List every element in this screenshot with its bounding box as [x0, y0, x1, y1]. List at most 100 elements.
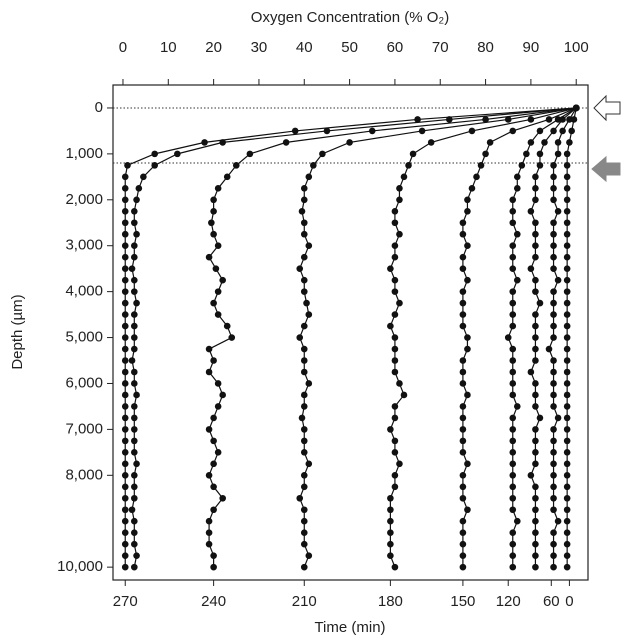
- x2-tick-label: 210: [292, 593, 317, 610]
- x-tick-label: 70: [432, 39, 449, 56]
- profile-point: [459, 380, 467, 387]
- profile-point: [121, 437, 129, 445]
- profile-point: [509, 127, 517, 135]
- profile-point: [121, 460, 129, 468]
- profile-point: [391, 242, 399, 250]
- profile-point: [414, 116, 421, 123]
- profile-point: [532, 460, 539, 468]
- profile-point: [131, 207, 138, 215]
- profile-point: [459, 357, 467, 364]
- profile-point: [459, 517, 467, 525]
- profile-point: [121, 449, 129, 456]
- profile-point: [563, 460, 571, 468]
- profile-point: [387, 540, 394, 548]
- profile-point: [563, 230, 571, 238]
- profile-point: [300, 403, 308, 410]
- profile-point: [210, 230, 217, 238]
- profile-point: [473, 173, 480, 181]
- profile-point: [459, 483, 467, 491]
- profile-point: [532, 552, 539, 559]
- profile-point: [459, 426, 467, 433]
- profile-point: [554, 139, 562, 146]
- profile-point: [400, 391, 408, 399]
- profile-point: [563, 219, 571, 227]
- profile-point: [459, 449, 467, 456]
- profile-point: [532, 563, 539, 571]
- profile-point: [504, 116, 512, 123]
- profile-point: [391, 563, 399, 571]
- profile-point: [319, 150, 326, 158]
- profile-point: [563, 334, 571, 341]
- profile-point: [559, 127, 566, 135]
- y-tick-label: 10,000: [57, 558, 103, 575]
- profile-point: [509, 494, 517, 502]
- profile-point: [300, 368, 308, 376]
- profile-point: [133, 196, 140, 204]
- profile-point: [532, 540, 539, 548]
- profile-point: [563, 529, 571, 537]
- profile-point: [513, 403, 521, 410]
- profile-point: [210, 437, 217, 445]
- profile-point: [563, 242, 571, 250]
- profile-point: [131, 426, 138, 433]
- profile-point: [121, 529, 129, 537]
- profile-point: [559, 116, 566, 123]
- profile-point: [396, 380, 403, 387]
- profile-point: [509, 299, 517, 307]
- profile-point: [205, 368, 213, 376]
- profile-point: [532, 517, 539, 525]
- profile-point: [532, 230, 539, 238]
- profile-point: [509, 196, 517, 204]
- profile-point: [563, 472, 571, 479]
- profile-point: [133, 391, 140, 399]
- profile-point: [550, 299, 557, 307]
- profile-point: [550, 506, 557, 514]
- profile-point: [563, 368, 571, 376]
- profile-point: [550, 334, 557, 341]
- profile-point: [133, 552, 140, 559]
- profile-point: [527, 207, 535, 215]
- profile-point: [387, 517, 394, 525]
- profile-point: [459, 299, 467, 307]
- profile-point: [550, 288, 557, 295]
- profile-point: [550, 449, 557, 456]
- profile-point: [391, 357, 399, 364]
- x-tick-label: 10: [160, 39, 177, 56]
- profile-point: [391, 437, 399, 445]
- profile-point: [554, 116, 562, 123]
- profile-point: [550, 162, 557, 169]
- profile-point: [300, 437, 308, 445]
- profile-point: [214, 185, 222, 192]
- profile-point: [459, 437, 467, 445]
- profile-point: [550, 185, 557, 192]
- profile-point: [210, 299, 217, 307]
- profile-point: [223, 322, 231, 330]
- profile-point: [205, 517, 213, 525]
- profile-point: [219, 276, 226, 284]
- profile-point: [532, 173, 539, 181]
- profile-point: [563, 150, 571, 158]
- x-tick-label: 80: [477, 39, 494, 56]
- profile-point: [459, 368, 467, 376]
- profile-point: [532, 253, 539, 261]
- y-tick-label: 3,000: [65, 237, 103, 254]
- profile-point: [566, 116, 573, 123]
- profile-point: [131, 437, 138, 445]
- profile-point: [121, 494, 129, 502]
- profile-point: [300, 219, 308, 227]
- profile-point: [121, 265, 129, 272]
- profile-point: [300, 506, 308, 514]
- profile-point: [532, 288, 539, 295]
- profile-point: [391, 253, 399, 261]
- profile-point: [563, 276, 571, 284]
- x-tick-label: 50: [341, 39, 358, 56]
- profile-point: [509, 449, 517, 456]
- profile-point: [131, 334, 138, 341]
- profile-point: [128, 357, 136, 364]
- profile-point: [121, 472, 129, 479]
- profile-point: [121, 414, 129, 422]
- profile-point: [532, 494, 539, 502]
- profile-point: [121, 380, 129, 387]
- profile-point: [121, 196, 129, 204]
